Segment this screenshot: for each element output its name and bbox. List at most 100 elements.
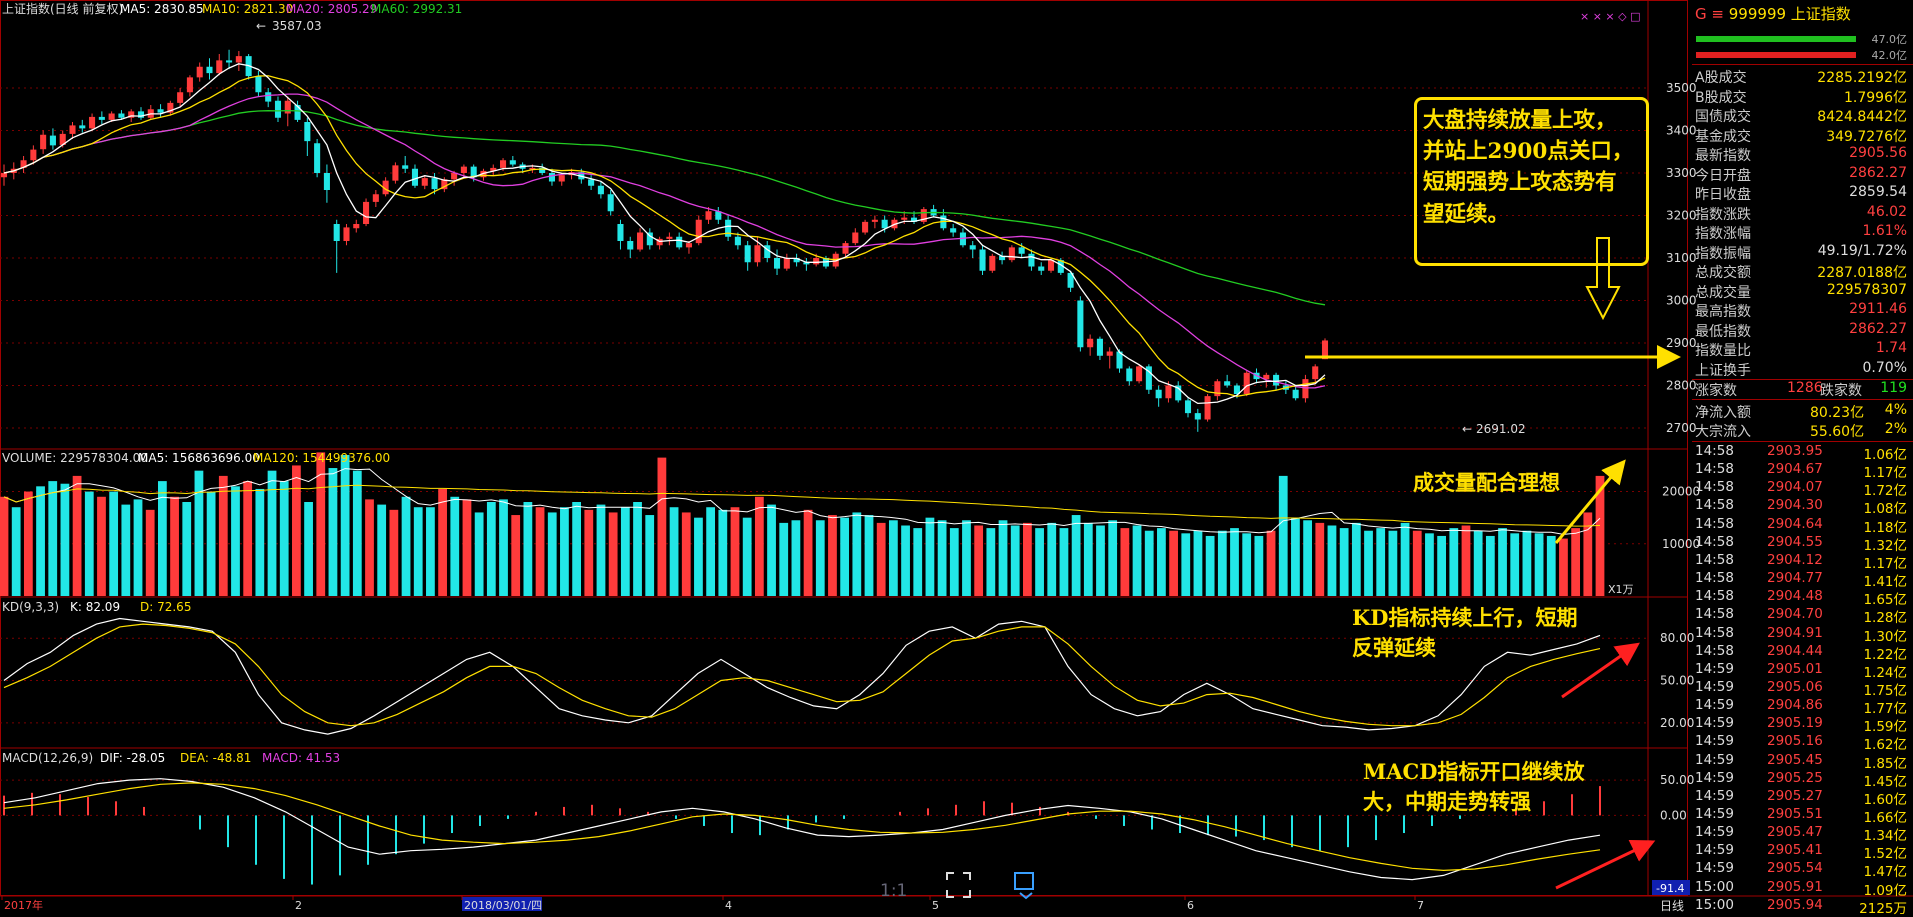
- volume-bar: [1169, 530, 1178, 596]
- stat-value: 49.19/1.72%: [1817, 242, 1907, 259]
- volume-bar: [1412, 530, 1422, 596]
- volume-bar: [389, 509, 399, 596]
- candle-down: [1077, 300, 1084, 348]
- volume-bar: [1522, 530, 1532, 596]
- divider: [1692, 441, 1913, 442]
- macd-up-arrow: [1555, 839, 1656, 890]
- candle-up: [59, 133, 66, 145]
- fullscreen-icon[interactable]: [946, 872, 971, 898]
- tick-time: 14:59: [1695, 733, 1734, 750]
- tick-volume: 1.06亿: [1863, 447, 1907, 463]
- ma60-line: [3, 109, 1326, 306]
- kd-k-label: K: 82.09: [70, 600, 120, 614]
- divider: [1692, 399, 1913, 400]
- candle-up: [1047, 260, 1055, 271]
- volume-ma5-label: MA5: 156863696.00: [138, 451, 260, 465]
- volume-bar: [340, 455, 350, 596]
- quote-panel: G ≡ 999999 上证指数 47.0亿 42.0亿 A股成交 2285.219…: [1692, 0, 1913, 917]
- volume-bar: [1510, 533, 1520, 596]
- candle-up: [783, 258, 790, 269]
- volume-bar: [645, 515, 655, 596]
- volume-bar: [1254, 535, 1264, 596]
- candle-up: [353, 224, 360, 229]
- main-annotation-box: 大盘持续放量上攻， 并站上2900点关口， 短期强势上攻态势有 望延续。: [1414, 97, 1649, 266]
- candle-up: [108, 113, 115, 120]
- volume-bar: [182, 502, 192, 596]
- stat-label: 最新指数: [1695, 148, 1751, 164]
- candle-down: [725, 219, 732, 237]
- volume-bar: [913, 528, 923, 596]
- candle-up: [705, 211, 712, 220]
- stat-row: 最新指数 2905.56: [1692, 145, 1913, 164]
- kd-d-line: [3, 623, 1601, 727]
- volume-bar: [1266, 530, 1276, 596]
- ratio-button[interactable]: 1:1: [880, 881, 907, 901]
- candle-down: [646, 232, 653, 246]
- tick-row: 14:59 2905.41 1.52亿: [1692, 842, 1913, 862]
- candle-down: [1194, 413, 1201, 420]
- tick-price: 2904.86: [1767, 697, 1823, 714]
- tick-time: 14:58: [1695, 443, 1734, 459]
- tick-row: 14:59 2905.25 1.45亿: [1692, 770, 1913, 790]
- stat-row: 总成交额 2287.0188亿: [1692, 262, 1913, 281]
- stat-row: 最高指数 2911.46: [1692, 301, 1913, 320]
- tick-volume: 1.62亿: [1863, 737, 1907, 754]
- header-marks[interactable]: × × × ◇ □: [1580, 10, 1641, 23]
- volume-bar: [998, 520, 1008, 596]
- volume-bar: [1315, 522, 1325, 596]
- volume-bar: [1303, 520, 1312, 596]
- tick-time: 14:59: [1695, 842, 1734, 859]
- volume-bar: [255, 488, 265, 596]
- kd-d-label: D: 72.65: [140, 600, 191, 614]
- stat-row: 国债成交 8424.8442亿: [1692, 106, 1913, 125]
- candle-down: [597, 185, 604, 195]
- ratio-bar-up: [1696, 36, 1856, 42]
- candle-up: [637, 232, 644, 250]
- stat-row: 今日开盘 2862.27: [1692, 165, 1913, 184]
- volume-bar: [694, 517, 703, 596]
- stat-value: 2287.0188亿: [1817, 265, 1907, 281]
- candle-up: [1263, 374, 1270, 380]
- period-label[interactable]: 日线: [1660, 899, 1684, 913]
- volume-bar: [23, 491, 33, 596]
- candle-up: [177, 92, 184, 103]
- stat-label: 总成交额: [1695, 265, 1751, 281]
- stat-value: 349.7276亿: [1826, 128, 1907, 145]
- candle-down: [470, 166, 477, 178]
- tick-price: 2905.51: [1767, 806, 1823, 822]
- candle-down: [764, 245, 771, 258]
- candle-up: [30, 149, 37, 161]
- macd-dea-line: [3, 782, 1601, 872]
- tick-volume: 1.18亿: [1863, 519, 1907, 536]
- volume-bar: [292, 465, 301, 596]
- stat-label: B股成交: [1695, 89, 1747, 106]
- main-annotation-line: 望延续。: [1423, 201, 1510, 227]
- candle-up: [128, 111, 135, 118]
- tick-row: 14:59 2905.06 1.75亿: [1692, 679, 1913, 699]
- volume-bar: [718, 509, 728, 596]
- macd-label: MACD(12,26,9): [2, 751, 93, 765]
- candle-down: [607, 194, 614, 212]
- flow-row: 净流入额 80.23亿 4%: [1692, 402, 1913, 421]
- main-annotation-line: 大盘持续放量上攻，: [1423, 108, 1617, 133]
- volume-ma120-line: [3, 484, 1601, 527]
- ratio-bar-down-value: 42.0亿: [1871, 49, 1908, 62]
- volume-bar: [1181, 533, 1191, 596]
- candle-down: [539, 167, 546, 173]
- flow-value: 55.60亿: [1810, 424, 1865, 440]
- overlay-icon[interactable]: [1014, 872, 1034, 900]
- candle-up: [842, 243, 849, 254]
- volume-bar: [925, 517, 935, 596]
- volume-bar: [157, 481, 167, 596]
- quote-title[interactable]: G ≡ 999999 上证指数: [1695, 3, 1851, 24]
- volume-bar: [1242, 533, 1252, 596]
- tick-price: 2905.94: [1767, 896, 1823, 913]
- stat-row: 指数涨跌 46.02: [1692, 204, 1913, 223]
- kd-annotation: KD指标持续上行，短期 反弹延续: [1352, 603, 1577, 664]
- volume-plot: [0, 452, 1605, 596]
- tick-row: 14:59 2905.16 1.62亿: [1692, 733, 1913, 754]
- tick-time: 14:59: [1695, 787, 1734, 804]
- candle-down: [255, 76, 262, 93]
- y-tick-label: 0.00: [1660, 808, 1687, 822]
- stat-label: 指数量比: [1695, 343, 1751, 359]
